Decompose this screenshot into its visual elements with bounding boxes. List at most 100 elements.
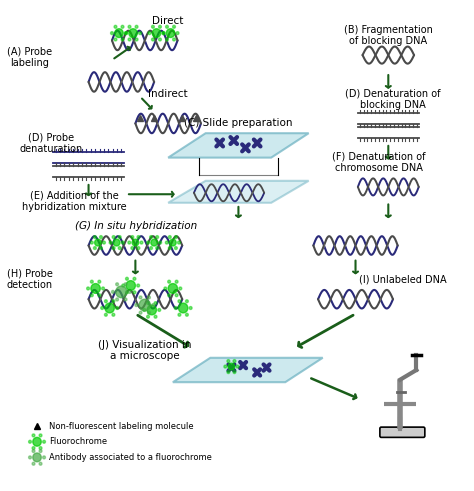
Circle shape (87, 287, 90, 290)
Circle shape (139, 31, 141, 34)
Circle shape (128, 241, 131, 244)
Circle shape (150, 246, 153, 249)
Circle shape (166, 29, 175, 37)
Circle shape (110, 31, 113, 34)
Circle shape (146, 241, 149, 244)
Circle shape (168, 236, 171, 239)
Circle shape (175, 280, 178, 283)
Polygon shape (168, 181, 309, 203)
Circle shape (165, 241, 168, 244)
Circle shape (159, 38, 161, 41)
Circle shape (124, 298, 127, 301)
Circle shape (154, 301, 157, 304)
Circle shape (112, 236, 115, 239)
Circle shape (104, 300, 107, 302)
Circle shape (32, 450, 35, 453)
Text: Fluorochrome: Fluorochrome (49, 437, 107, 446)
Circle shape (128, 38, 131, 41)
Circle shape (174, 246, 177, 249)
Text: (G) In situ hybridization: (G) In situ hybridization (74, 221, 197, 231)
Circle shape (159, 241, 162, 244)
Circle shape (151, 239, 157, 246)
Text: (D) Denaturation of
blocking DNA: (D) Denaturation of blocking DNA (345, 88, 441, 110)
Circle shape (152, 303, 155, 306)
Circle shape (33, 453, 41, 462)
Circle shape (133, 291, 136, 294)
Circle shape (39, 447, 42, 450)
Text: (J) Visualization in
a microscope: (J) Visualization in a microscope (98, 340, 191, 361)
Circle shape (178, 313, 181, 316)
Circle shape (113, 239, 120, 246)
Text: (D) Probe
denaturation: (D) Probe denaturation (19, 132, 82, 154)
Text: Non-fluorescent labeling molecule: Non-fluorescent labeling molecule (49, 422, 193, 431)
Text: Direct: Direct (153, 16, 184, 26)
Circle shape (233, 359, 236, 362)
Circle shape (156, 246, 159, 249)
Circle shape (152, 38, 155, 41)
Circle shape (93, 236, 96, 239)
Circle shape (168, 246, 171, 249)
Circle shape (150, 236, 153, 239)
Circle shape (129, 29, 137, 37)
Circle shape (146, 301, 149, 304)
Circle shape (28, 456, 31, 459)
Circle shape (114, 26, 117, 28)
Text: (I) Unlabeled DNA: (I) Unlabeled DNA (358, 274, 446, 285)
Circle shape (112, 300, 115, 302)
Circle shape (100, 236, 102, 239)
Circle shape (132, 239, 139, 246)
Circle shape (162, 31, 165, 34)
Circle shape (116, 286, 127, 298)
Circle shape (179, 287, 182, 290)
Circle shape (173, 38, 175, 41)
Circle shape (121, 26, 124, 28)
Circle shape (227, 371, 230, 374)
Text: (C) Slide preparation: (C) Slide preparation (184, 118, 292, 129)
Circle shape (148, 31, 151, 34)
Circle shape (116, 283, 118, 286)
Circle shape (32, 434, 35, 437)
Circle shape (98, 294, 101, 297)
Circle shape (143, 308, 146, 311)
Circle shape (168, 294, 171, 297)
Circle shape (43, 456, 46, 459)
Circle shape (115, 29, 123, 37)
Circle shape (159, 26, 161, 28)
Circle shape (111, 290, 114, 293)
Circle shape (116, 298, 118, 301)
Circle shape (152, 29, 161, 37)
Circle shape (131, 236, 134, 239)
Circle shape (101, 287, 104, 290)
Circle shape (146, 315, 149, 318)
Circle shape (39, 462, 42, 465)
Circle shape (126, 291, 128, 294)
Circle shape (174, 306, 177, 309)
Circle shape (165, 26, 168, 28)
Polygon shape (168, 133, 309, 158)
Circle shape (228, 363, 235, 370)
Circle shape (133, 277, 136, 280)
Circle shape (112, 246, 115, 249)
Circle shape (125, 31, 128, 34)
Circle shape (173, 26, 175, 28)
Circle shape (32, 447, 35, 450)
Circle shape (95, 239, 101, 246)
FancyBboxPatch shape (380, 427, 425, 437)
Circle shape (128, 26, 131, 28)
Circle shape (121, 241, 124, 244)
Circle shape (137, 246, 140, 249)
Circle shape (137, 236, 140, 239)
Circle shape (39, 450, 42, 453)
Circle shape (175, 294, 178, 297)
Circle shape (125, 31, 128, 34)
Circle shape (101, 306, 103, 309)
Circle shape (139, 311, 142, 314)
Text: (F) Denaturation of
chromosome DNA: (F) Denaturation of chromosome DNA (332, 152, 426, 173)
Circle shape (156, 236, 159, 239)
Circle shape (93, 246, 96, 249)
Circle shape (128, 290, 131, 293)
Circle shape (140, 241, 143, 244)
Circle shape (91, 294, 93, 297)
Circle shape (135, 303, 138, 306)
Circle shape (135, 26, 138, 28)
